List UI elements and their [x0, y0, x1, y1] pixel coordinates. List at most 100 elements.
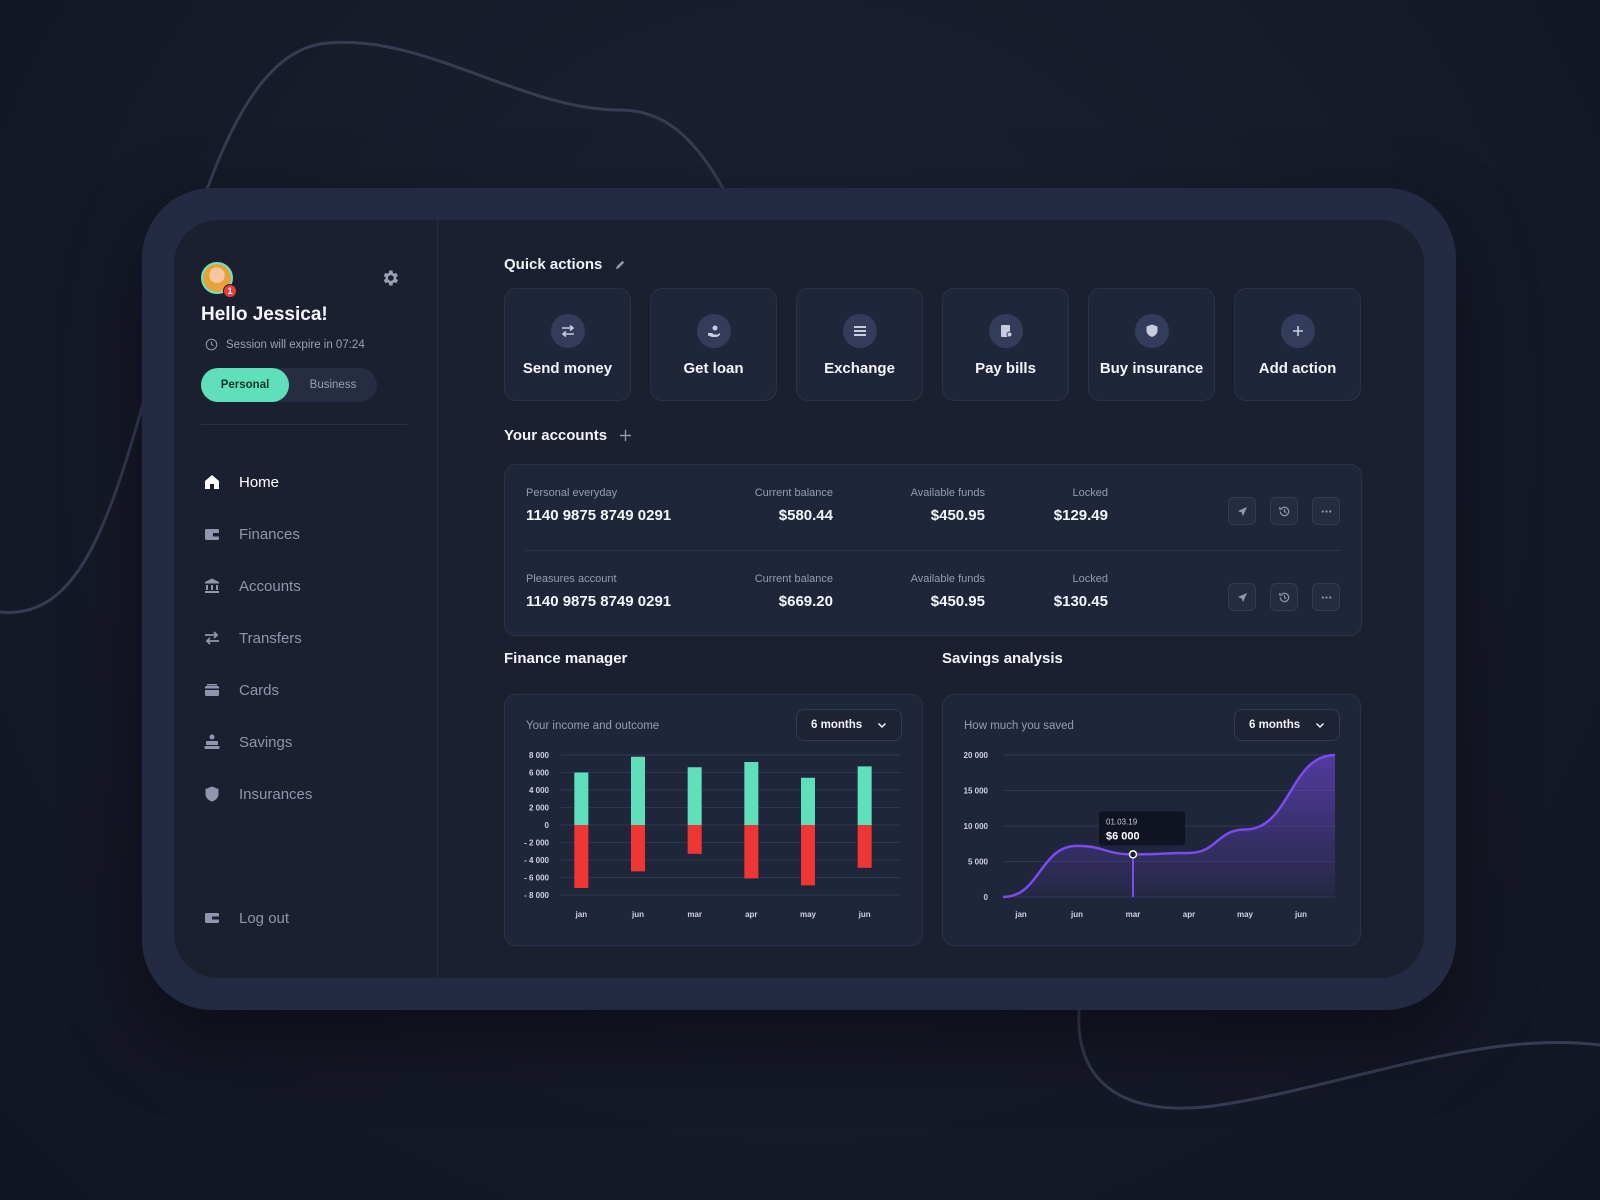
y-tick-label: - 2 000	[524, 839, 549, 848]
available-funds-col: Available funds $450.95	[911, 573, 985, 610]
gear-icon[interactable]	[380, 268, 400, 288]
outcome-bar	[687, 825, 702, 854]
more-button[interactable]	[1312, 497, 1340, 525]
sidebar-item-finances[interactable]: Finances	[201, 508, 312, 560]
edit-icon[interactable]	[614, 258, 627, 271]
more-button[interactable]	[1312, 583, 1340, 611]
bill-icon	[988, 314, 1023, 348]
accounts-header: Your accounts	[504, 427, 632, 444]
avatar[interactable]: 1	[201, 262, 237, 298]
savings-line	[1002, 753, 1336, 899]
add-account-icon[interactable]	[619, 429, 632, 442]
tooltip-value: $6 000	[1106, 830, 1140, 842]
account-number: 1140 9875 8749 0291	[526, 593, 672, 610]
history-icon	[1278, 592, 1289, 602]
send-button[interactable]	[1228, 583, 1256, 611]
accounts-title: Your accounts	[504, 427, 608, 444]
chevron-down-icon	[877, 722, 887, 729]
swap-icon	[550, 314, 585, 348]
sidebar-item-transfers[interactable]: Transfers	[201, 612, 312, 664]
x-tick-label: jun	[1070, 910, 1083, 919]
notification-badge: 1	[223, 284, 237, 298]
account-row[interactable]: Pleasures account 1140 9875 8749 0291 Cu…	[505, 551, 1361, 637]
app-screen: 1 Hello Jessica! Session will expire in …	[174, 220, 1424, 978]
y-tick-label: 4 000	[529, 786, 550, 795]
add-action[interactable]: Add action	[1234, 288, 1361, 401]
sidebar-item-cards[interactable]: Cards	[201, 664, 312, 716]
wallet-icon	[201, 523, 223, 545]
available-funds-label: Available funds	[910, 573, 985, 585]
sidebar-divider	[201, 424, 407, 425]
x-tick-label: jun	[631, 910, 644, 919]
y-tick-label: 2 000	[529, 804, 550, 813]
income-bar	[631, 756, 645, 825]
y-tick-label: 6 000	[529, 769, 550, 778]
exchange-action[interactable]: Exchange	[796, 288, 923, 401]
chart-tooltip: 01.03.19 $6 000	[1099, 811, 1185, 846]
locked-label: Locked	[1072, 573, 1108, 585]
income-bar	[801, 777, 815, 825]
sidebar-item-label: Accounts	[239, 577, 301, 595]
y-tick-label: 10 000	[964, 822, 989, 831]
history-button[interactable]	[1270, 583, 1298, 611]
shield-icon	[1134, 314, 1169, 348]
action-label: Pay bills	[975, 360, 1036, 377]
get-loan-action[interactable]: Get loan	[650, 288, 777, 401]
action-label: Exchange	[824, 360, 895, 377]
available-funds-value: $450.95	[930, 593, 985, 610]
locked-label: Locked	[1072, 487, 1108, 499]
session-timer: Session will expire in 07:24	[205, 338, 365, 351]
accounts-divider	[525, 550, 1341, 551]
account-name-col: Personal everyday 1140 9875 8749 0291	[526, 487, 671, 524]
finance-subtitle: Your income and outcome	[526, 720, 660, 732]
business-toggle-button[interactable]: Business	[309, 379, 357, 391]
available-funds-col: Available funds $450.95	[911, 487, 985, 524]
current-balance-col: Current balance $669.20	[755, 573, 833, 610]
current-balance-label: Current balance	[754, 487, 833, 499]
personal-toggle-button[interactable]: Personal	[201, 368, 289, 402]
sidebar-item-accounts[interactable]: Accounts	[201, 560, 312, 612]
bank-icon	[201, 575, 223, 597]
income-bar	[857, 766, 872, 825]
x-tick-label: may	[1237, 910, 1254, 919]
accounts-card: Personal everyday 1140 9875 8749 0291 Cu…	[504, 464, 1362, 636]
sidebar: 1 Hello Jessica! Session will expire in …	[174, 220, 438, 978]
exchange-icon	[842, 314, 877, 348]
x-tick-label: jan	[1014, 910, 1027, 919]
finance-manager-panel: Your income and outcome 6 months 8 000 6 …	[504, 694, 923, 946]
send-button[interactable]	[1228, 497, 1256, 525]
buy-insurance-action[interactable]: Buy insurance	[1088, 288, 1215, 401]
x-tick-label: mar	[687, 910, 702, 919]
account-type-toggle: Personal Business	[201, 368, 377, 402]
x-tick-label: may	[800, 910, 817, 919]
y-tick-label: 20 000	[964, 751, 989, 760]
sidebar-item-label: Savings	[239, 733, 293, 751]
finance-period-dropdown[interactable]: 6 months	[796, 709, 902, 741]
greeting: Hello Jessica!	[201, 304, 328, 325]
pay-bills-action[interactable]: Pay bills	[942, 288, 1069, 401]
account-row[interactable]: Personal everyday 1140 9875 8749 0291 Cu…	[505, 465, 1361, 551]
outcome-bar	[574, 825, 589, 888]
logout-button[interactable]: Log out	[201, 892, 289, 944]
outcome-bar	[631, 825, 645, 872]
quick-actions-list: Send money Get loan Exchange Pay bills B…	[504, 288, 1361, 401]
home-icon	[201, 471, 223, 493]
locked-value: $130.45	[1053, 593, 1108, 610]
savings-chart: 20 000 15 000 10 000 5 000 0 jan jun mar apr may j…	[964, 751, 1336, 919]
send-icon	[1237, 592, 1247, 602]
account-name: Pleasures account	[526, 573, 617, 585]
action-label: Get loan	[683, 360, 744, 377]
savings-period-dropdown[interactable]: 6 months	[1234, 709, 1340, 741]
logout-label: Log out	[239, 909, 290, 927]
locked-value: $129.49	[1053, 507, 1108, 524]
more-icon	[1321, 509, 1331, 513]
send-money-action[interactable]: Send money	[504, 288, 631, 401]
sidebar-item-savings[interactable]: Savings	[201, 716, 312, 768]
history-button[interactable]	[1270, 497, 1298, 525]
sidebar-nav: Home Finances Accounts Transfers Cards	[201, 456, 312, 820]
sidebar-item-insurances[interactable]: Insurances	[201, 768, 312, 820]
y-tick-label: 5 000	[968, 858, 989, 867]
y-tick-label: 15 000	[964, 787, 989, 796]
session-text: Session will expire in 07:24	[226, 338, 365, 351]
sidebar-item-home[interactable]: Home	[201, 456, 312, 508]
